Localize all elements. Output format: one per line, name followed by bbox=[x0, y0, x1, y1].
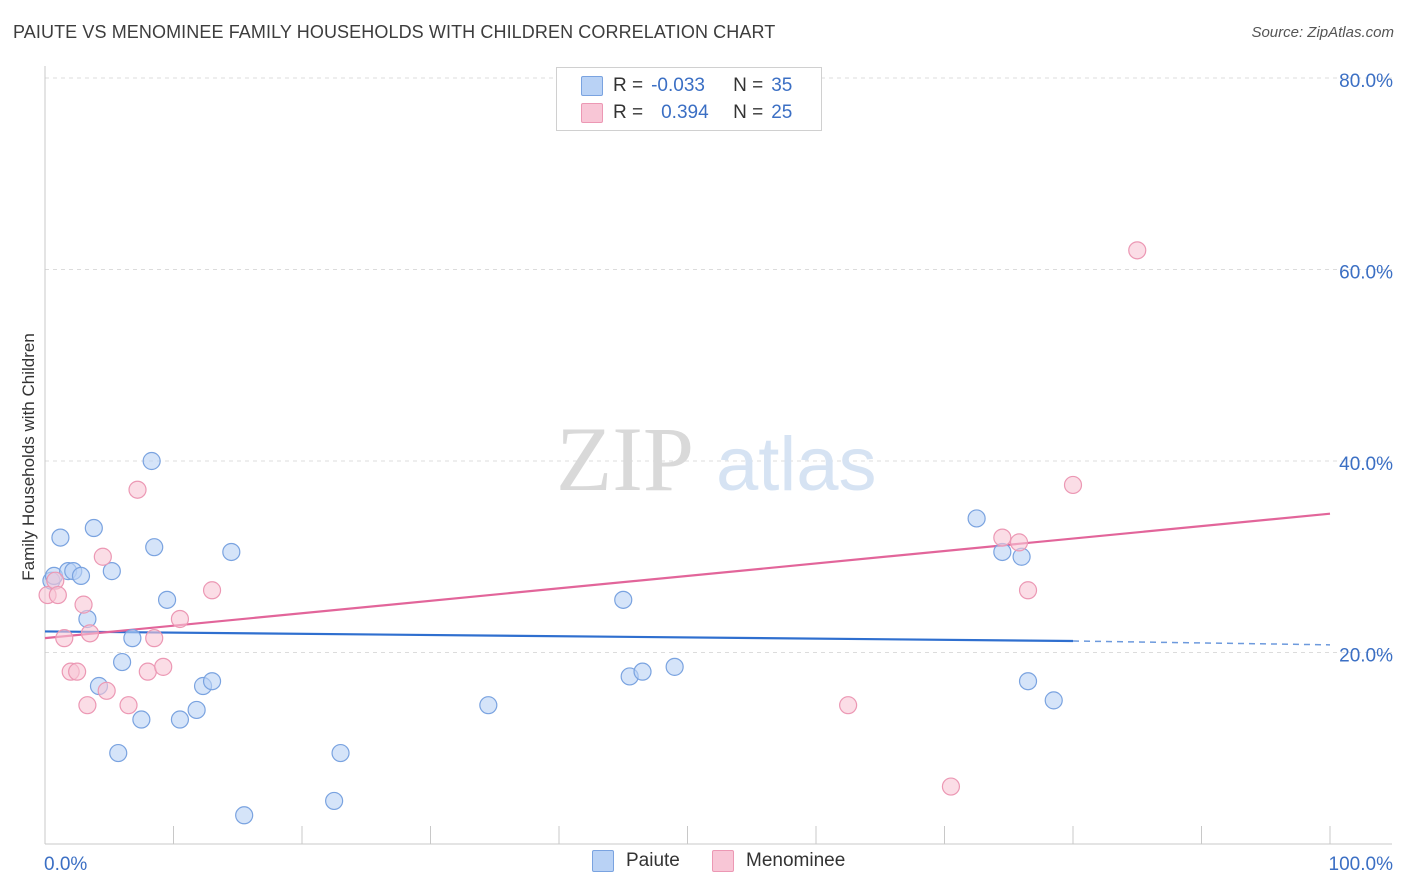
paiute-point bbox=[142, 451, 161, 471]
paiute-trend-extension bbox=[1072, 640, 1331, 646]
paiute-point bbox=[1018, 672, 1038, 691]
x-tick-label: 100.0% bbox=[1329, 854, 1394, 875]
trend-lines bbox=[44, 512, 1331, 646]
chart-title: PAIUTE VS MENOMINEE FAMILY HOUSEHOLDS WI… bbox=[13, 22, 776, 42]
paiute-point bbox=[331, 743, 350, 763]
y-tick-label: 20.0% bbox=[1339, 646, 1393, 667]
paiute-point bbox=[170, 710, 190, 729]
menominee-point bbox=[839, 696, 858, 715]
paiute-point bbox=[614, 590, 633, 609]
menominee-swatch bbox=[581, 103, 603, 123]
menominee-point bbox=[154, 657, 173, 676]
paiute-swatch bbox=[581, 76, 603, 96]
paiute-point bbox=[71, 566, 91, 586]
paiute-point bbox=[187, 700, 206, 720]
paiute-legend-swatch bbox=[592, 850, 614, 872]
paiute-point bbox=[132, 710, 151, 729]
menominee-point bbox=[74, 595, 93, 614]
n-value: 25 bbox=[771, 102, 793, 123]
menominee-point bbox=[145, 629, 164, 648]
paiute-point bbox=[202, 672, 222, 691]
menominee-point bbox=[138, 662, 157, 681]
menominee-point bbox=[1018, 581, 1038, 600]
menominee-point bbox=[1128, 241, 1147, 260]
paiute-point bbox=[665, 657, 684, 676]
paiute-point bbox=[222, 542, 241, 562]
paiute-point bbox=[235, 806, 254, 825]
menominee-point bbox=[941, 777, 961, 796]
y-tick-label: 80.0% bbox=[1339, 71, 1393, 92]
menominee-legend-label: Menominee bbox=[746, 850, 846, 871]
menominee-point bbox=[97, 681, 116, 700]
paiute-point bbox=[1044, 691, 1063, 710]
paiute-point bbox=[123, 629, 142, 648]
legend-item-paiute: Paiute bbox=[592, 850, 680, 872]
menominee-point bbox=[93, 547, 112, 566]
menominee-point bbox=[1009, 533, 1029, 552]
r-label: R = bbox=[613, 75, 644, 96]
legend-row-menominee: R = 0.394 N = 25 bbox=[581, 101, 792, 125]
correlation-legend: R = -0.033 N = 35 R = 0.394 N = 25 bbox=[556, 67, 822, 131]
y-tick-label: 60.0% bbox=[1339, 263, 1393, 284]
n-label: N = bbox=[733, 102, 764, 123]
menominee-point bbox=[48, 585, 67, 605]
menominee-point bbox=[1063, 475, 1083, 495]
paiute-point bbox=[479, 696, 498, 715]
menominee-trend-line bbox=[44, 512, 1331, 640]
paiute-point bbox=[109, 743, 128, 763]
r-label: R = bbox=[613, 102, 644, 123]
paiute-point bbox=[157, 590, 177, 609]
axis-labels: 20.0% 40.0% 60.0% 80.0% 0.0% 100.0% Family Hou… bbox=[19, 71, 1393, 875]
y-tick-label: 40.0% bbox=[1339, 454, 1393, 475]
paiute-point bbox=[325, 791, 344, 811]
paiute-point bbox=[112, 652, 132, 672]
paiute-point bbox=[102, 562, 121, 581]
watermark-zip: ZIP bbox=[556, 408, 694, 510]
watermark-atlas: atlas bbox=[716, 422, 877, 507]
n-value: 35 bbox=[771, 75, 793, 96]
paiute-legend-label: Paiute bbox=[626, 850, 680, 871]
menominee-point bbox=[202, 581, 222, 600]
paiute-point bbox=[84, 518, 103, 538]
legend-row-paiute: R = -0.033 N = 35 bbox=[581, 74, 792, 98]
y-axis-title: Family Households with Children bbox=[19, 333, 38, 581]
paiute-point bbox=[967, 509, 986, 528]
paiute-point bbox=[145, 538, 164, 557]
paiute-point bbox=[633, 662, 652, 681]
menominee-point bbox=[68, 662, 87, 681]
menominee-point bbox=[55, 629, 74, 648]
menominee-point bbox=[128, 480, 147, 499]
menominee-legend-swatch bbox=[712, 850, 734, 872]
data-points bbox=[38, 241, 1147, 825]
source-label: Source: ZipAtlas.com bbox=[1251, 24, 1394, 41]
menominee-point bbox=[993, 528, 1012, 547]
x-tick-label: 0.0% bbox=[44, 854, 87, 875]
r-value: -0.033 bbox=[651, 75, 705, 96]
menominee-point bbox=[80, 624, 100, 643]
axes bbox=[44, 66, 1392, 845]
n-label: N = bbox=[733, 75, 764, 96]
menominee-point bbox=[78, 696, 97, 715]
gridlines bbox=[45, 77, 1392, 653]
r-value: 0.394 bbox=[661, 102, 709, 123]
paiute-trend-line bbox=[44, 630, 1074, 643]
paiute-point bbox=[51, 528, 70, 547]
menominee-point bbox=[170, 609, 190, 629]
menominee-point bbox=[119, 696, 138, 715]
legend-item-menominee: Menominee bbox=[712, 850, 845, 872]
